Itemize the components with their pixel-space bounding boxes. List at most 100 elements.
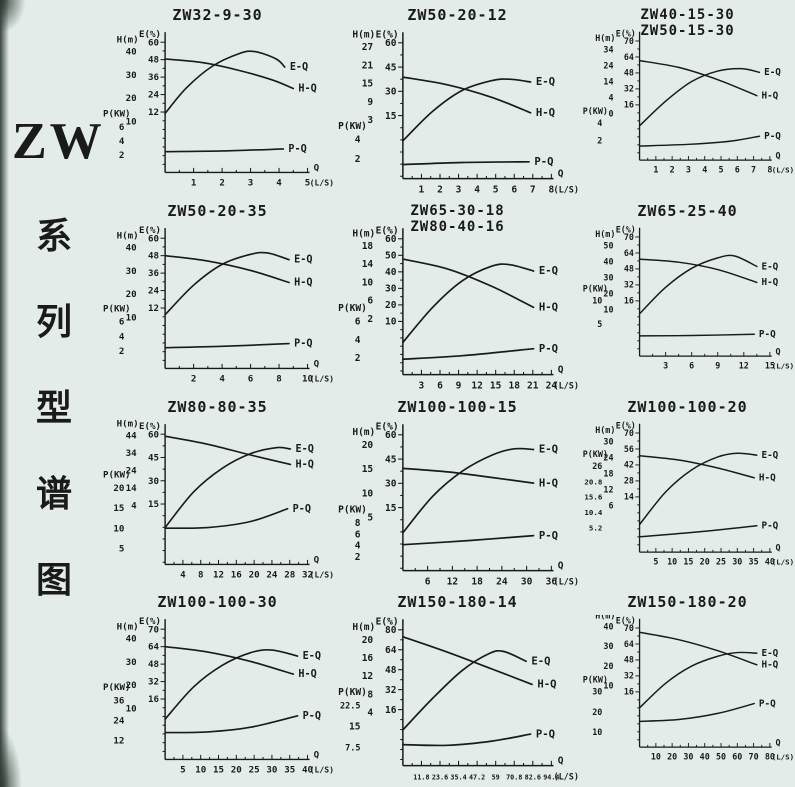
x-axis-tick: 16 bbox=[231, 570, 242, 580]
series-name-char-2: 列 bbox=[35, 302, 72, 342]
curve-p-q bbox=[164, 342, 290, 349]
x-axis-tick: 8 bbox=[276, 374, 282, 384]
curve-label-h-q: H-Q bbox=[298, 84, 316, 95]
curve-label-e-q: E-Q bbox=[761, 261, 778, 272]
chart-title: ZW50-20-35 bbox=[167, 201, 268, 220]
curve-label-e-q: E-Q bbox=[761, 449, 778, 460]
p-axis-label: P(KW) bbox=[583, 106, 608, 116]
p-axis-tick: 2 bbox=[355, 353, 361, 364]
x-axis-tick: 24 bbox=[546, 380, 558, 391]
x-axis-tick: 18 bbox=[471, 576, 483, 587]
e-axis-tick: 48 bbox=[148, 660, 159, 670]
h-axis-tick: 14 bbox=[362, 259, 374, 270]
pump-chart-zw65-25-40: ZW65-25-40 70 64 48 32 16 50 40 30 20 10 10 5 E(%) H(m… bbox=[580, 200, 795, 396]
e-axis-tick: 80 bbox=[385, 625, 397, 636]
e-axis-tick: 60 bbox=[385, 234, 397, 245]
h-axis-tick: 3 bbox=[367, 115, 373, 126]
p-axis-label: P(KW) bbox=[103, 470, 131, 480]
h-axis-tick: 27 bbox=[362, 42, 374, 53]
e-axis-tick: 70 bbox=[624, 36, 634, 46]
p-axis-label: P(KW) bbox=[338, 687, 367, 698]
h-axis-tick: 15 bbox=[362, 464, 374, 475]
scan-corner-artifact bbox=[0, 727, 22, 787]
h-axis-tick: 14 bbox=[603, 76, 613, 86]
h-axis-tick: 18 bbox=[603, 468, 613, 478]
e-axis-tick: 10 bbox=[385, 316, 397, 327]
x-axis-tick: 8 bbox=[548, 184, 554, 195]
x-axis-tick: 6 bbox=[735, 164, 740, 174]
p-axis-tick: 6 bbox=[119, 317, 125, 327]
e-axis-tick: 48 bbox=[385, 665, 397, 676]
p-axis-tick: 30 bbox=[592, 687, 602, 697]
h-axis-tick: 2 bbox=[367, 314, 373, 325]
curve-label-p-q: P-Q bbox=[534, 156, 553, 168]
curve-e-q bbox=[402, 650, 527, 731]
curve-label-e-q: E-Q bbox=[296, 444, 314, 455]
curve-p-q bbox=[164, 507, 289, 529]
e-axis-label: E(%) bbox=[139, 226, 161, 236]
p-axis-tick: 10 bbox=[113, 524, 124, 534]
curve-e-q bbox=[402, 262, 535, 343]
h-axis-label: H(m) bbox=[117, 420, 139, 429]
x-axis-tick: 25 bbox=[716, 556, 726, 566]
x-axis-tick: 30 bbox=[683, 752, 693, 762]
e-axis-tick: 15 bbox=[385, 502, 397, 513]
curve-h-q bbox=[164, 646, 295, 676]
x-axis-tick: 5 bbox=[180, 766, 186, 776]
e-axis-label: E(%) bbox=[376, 617, 399, 628]
x-axis-tick: 40 bbox=[700, 752, 710, 762]
e-axis-tick: 14 bbox=[624, 491, 634, 501]
e-axis-tick: 30 bbox=[385, 87, 397, 98]
p-axis-label: P(KW) bbox=[583, 448, 608, 458]
x-axis-tick: 6 bbox=[425, 576, 431, 587]
series-label-sidebar: ZW 系 列 型 谱 图 bbox=[12, 116, 102, 600]
h-axis-tick: 30 bbox=[603, 272, 613, 282]
x-axis-tick: 10 bbox=[651, 752, 661, 762]
h-axis-label: H(m) bbox=[352, 622, 375, 633]
x-axis-tick: 24 bbox=[266, 570, 278, 580]
curve-p-q bbox=[402, 347, 535, 360]
p-axis-label: P(KW) bbox=[103, 304, 131, 314]
curve-label-p-q: P-Q bbox=[294, 338, 312, 349]
pump-chart-zw100-100-20: ZW100-100-20 70 56 42 28 14 30 24 18 12 6 26 20.8 15.… bbox=[580, 396, 795, 592]
h-axis-tick: 30 bbox=[126, 267, 137, 277]
x-axis-tick: 20 bbox=[667, 752, 677, 762]
e-axis-tick: 45 bbox=[385, 454, 397, 465]
curve-e-q bbox=[164, 649, 299, 721]
q-axis-label: Q bbox=[775, 738, 780, 748]
x-axis-tick: 50 bbox=[716, 752, 726, 762]
q-axis-label: Q bbox=[558, 168, 564, 179]
curve-p-q bbox=[638, 135, 761, 147]
p-axis-tick: 10 bbox=[592, 727, 602, 737]
p-axis-tick: 6 bbox=[119, 123, 125, 133]
e-axis-tick: 64 bbox=[624, 52, 634, 62]
p-axis-tick: 7.5 bbox=[345, 743, 360, 753]
x-axis-tick: 60 bbox=[732, 752, 742, 762]
e-axis-tick: 24 bbox=[148, 91, 160, 101]
x-axis-tick: 7 bbox=[530, 184, 536, 195]
series-name-char-5: 图 bbox=[35, 560, 72, 600]
h-axis-tick: 20 bbox=[603, 288, 613, 298]
h-axis-tick: 6 bbox=[608, 500, 613, 510]
e-axis-tick: 30 bbox=[385, 283, 397, 294]
x-axis-tick: 2 bbox=[219, 179, 225, 189]
e-axis-tick: 60 bbox=[385, 38, 397, 49]
pump-chart-zw100-100-15: ZW100-100-15 60 45 30 15 20 15 10 5 8 6 4 2 E(%) H(m) P… bbox=[335, 396, 580, 592]
h-axis-tick: 4 bbox=[608, 92, 613, 102]
e-axis-tick: 60 bbox=[148, 38, 159, 48]
x-axis-tick: 8 bbox=[767, 164, 772, 174]
x-axis-unit: (L/S) bbox=[772, 165, 794, 174]
e-axis-tick: 48 bbox=[148, 56, 159, 66]
axes bbox=[402, 423, 554, 571]
x-axis-unit: (L/S) bbox=[310, 178, 334, 188]
curve-e-q bbox=[638, 651, 758, 709]
x-axis-tick: 21 bbox=[527, 380, 539, 391]
e-axis-tick: 32 bbox=[624, 671, 634, 681]
e-axis-tick: 56 bbox=[624, 443, 634, 453]
q-axis-label: Q bbox=[314, 751, 320, 761]
pump-chart-zw150-180-14: ZW150-180-14 80 64 48 32 16 20 16 12 8 4 22.5 15 7.5 E… bbox=[335, 591, 580, 787]
pump-chart-zw100-100-30: ZW100-100-30 70 64 48 32 16 40 30 20 10 36 24 12 E(%)… bbox=[100, 591, 335, 787]
